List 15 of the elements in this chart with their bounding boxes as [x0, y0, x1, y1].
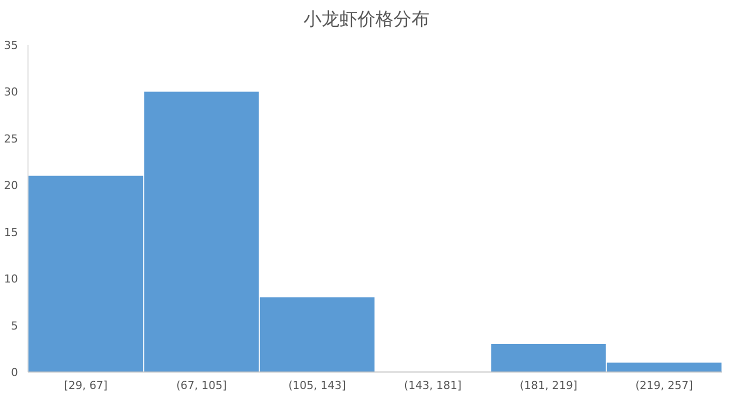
y-tick-label: 25 [4, 132, 18, 146]
x-tick-label: (67, 105] [176, 379, 227, 392]
x-tick-label: (143, 181] [404, 379, 462, 392]
x-tick-label: [29, 67] [64, 379, 108, 392]
y-tick-label: 35 [4, 39, 18, 52]
x-tick-label: (181, 219] [520, 379, 578, 392]
x-tick-label: (105, 143] [288, 379, 346, 392]
y-tick-label: 15 [4, 226, 18, 239]
title: 小龙虾价格分布 [304, 9, 430, 30]
y-tick-label: 5 [11, 319, 18, 332]
x-tick-label: (219, 257] [635, 379, 693, 392]
y-tick-label: 10 [4, 272, 18, 286]
y-tick-label: 20 [4, 179, 18, 192]
y-tick-label: 0 [11, 366, 18, 379]
y-tick-label: 30 [4, 86, 18, 99]
